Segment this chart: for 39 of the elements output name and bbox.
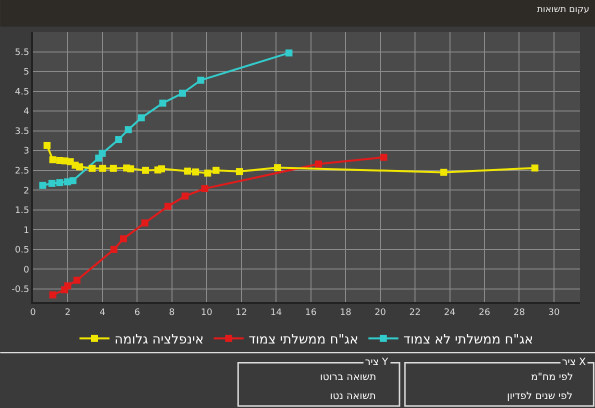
y-tick-label: 2 bbox=[23, 186, 30, 196]
text: ציר X bbox=[562, 357, 586, 368]
x-tick-label: 26 bbox=[478, 308, 490, 318]
y-tick-label: 1 bbox=[23, 226, 30, 236]
x-tick-label: 0 bbox=[30, 308, 36, 318]
text: לפי מח"מ bbox=[531, 372, 574, 383]
y-tick-label: 3 bbox=[23, 146, 30, 157]
x-tick-label: 22 bbox=[409, 308, 421, 318]
chart-title: עקום תשואות bbox=[537, 5, 590, 15]
x-tick-label: 12 bbox=[236, 308, 248, 318]
y-tick-label: -0.5 bbox=[12, 285, 30, 296]
x-tick-label: 4 bbox=[100, 308, 106, 318]
y-tick-label: 1.5 bbox=[14, 206, 30, 216]
y-tick-label: 5 bbox=[23, 68, 30, 78]
y-tick-label: 2.5 bbox=[14, 166, 30, 177]
x-tick-label: 30 bbox=[548, 308, 560, 318]
x-tick-label: 20 bbox=[374, 308, 386, 318]
x-tick-label: 6 bbox=[134, 308, 140, 318]
y-tick-label: 4 bbox=[23, 107, 30, 118]
legend-label: אג"ח ממשלתי לא צמוד bbox=[403, 332, 534, 348]
x-tick-label: 14 bbox=[270, 308, 282, 318]
y-tick-label: 4.5 bbox=[14, 87, 30, 98]
y-tick-label: 3.5 bbox=[14, 126, 30, 137]
x-tick-label: 18 bbox=[340, 308, 352, 318]
y-tick-label: 0.5 bbox=[14, 246, 30, 256]
text: תשואה ברוטו bbox=[320, 372, 376, 383]
x-tick-label: 16 bbox=[305, 308, 317, 318]
x-tick-label: 2 bbox=[64, 308, 71, 318]
x-tick-label: 28 bbox=[513, 308, 526, 318]
y-tick-label: 0 bbox=[23, 265, 30, 276]
legend-label: אג"ח ממשלתי צמוד bbox=[248, 332, 358, 348]
x-tick-label: 24 bbox=[444, 308, 456, 318]
legend-label: אינפלציה גלומה bbox=[114, 332, 204, 348]
y-tick-label: 5.5 bbox=[14, 48, 30, 58]
text: ציר Y bbox=[365, 357, 390, 368]
text: תשואה נטו bbox=[330, 391, 376, 402]
x-tick-label: 10 bbox=[200, 308, 213, 318]
x-tick-label: 8 bbox=[169, 308, 176, 318]
text: לפי שנים לפדיון bbox=[507, 391, 573, 402]
